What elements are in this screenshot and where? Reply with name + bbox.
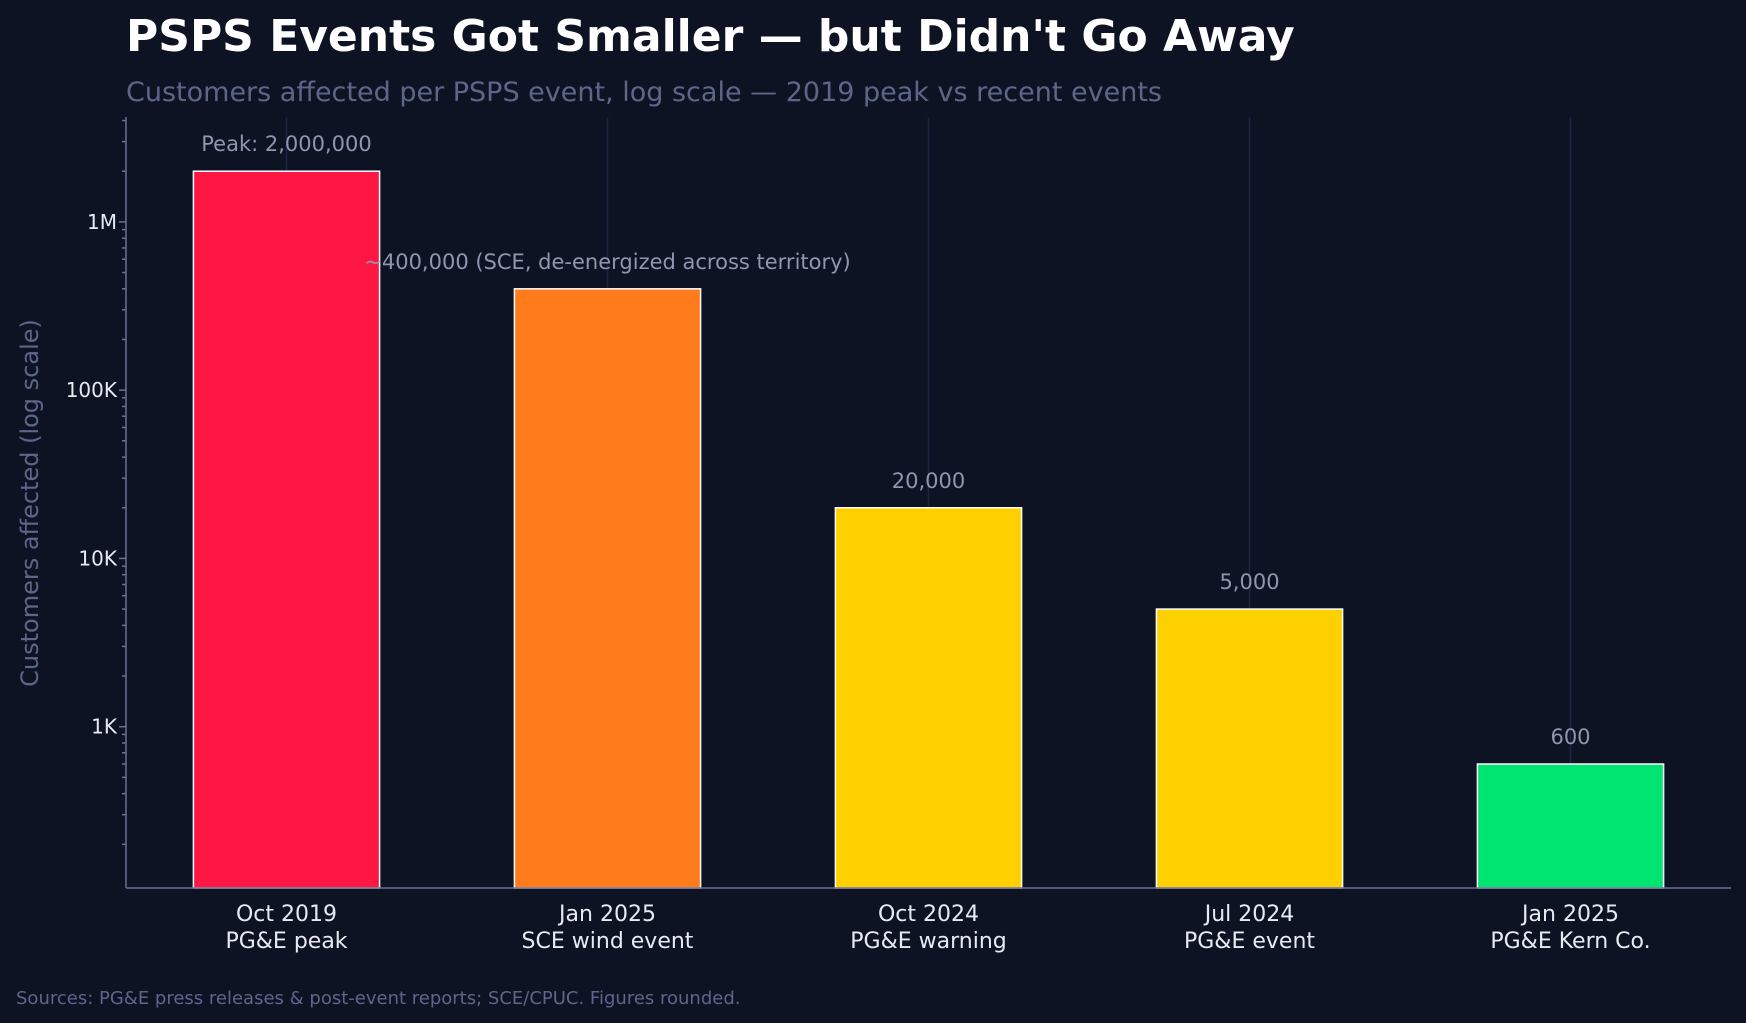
source-note: Sources: PG&E press releases & post-even… bbox=[16, 988, 740, 1009]
data-label: 20,000 bbox=[892, 469, 965, 493]
y-tick-label: 1K bbox=[91, 715, 118, 739]
bar bbox=[192, 170, 381, 889]
bar bbox=[513, 288, 702, 889]
x-tick-label: Jan 2025 bbox=[1520, 902, 1619, 927]
data-label: 600 bbox=[1550, 725, 1590, 749]
data-label: 5,000 bbox=[1219, 570, 1279, 594]
bars bbox=[192, 170, 1665, 889]
x-tick-label: SCE wind event bbox=[522, 929, 694, 954]
bar bbox=[1476, 763, 1665, 889]
data-labels: Peak: 2,000,000 ~400,000 (SCE, de-energiz… bbox=[201, 132, 1590, 749]
x-tick-label: Jan 2025 bbox=[557, 902, 656, 927]
x-tick-label: PG&E peak bbox=[225, 929, 347, 954]
y-tick-label: 100K bbox=[66, 378, 118, 402]
bar bbox=[834, 507, 1023, 889]
y-tick-label: 1M bbox=[87, 210, 117, 234]
x-tick-label: Oct 2024 bbox=[878, 902, 979, 927]
chart-title: PSPS Events Got Smaller — but Didn't Go … bbox=[126, 11, 1295, 62]
x-tick-label: PG&E warning bbox=[850, 929, 1006, 954]
x-tick-label: Jul 2024 bbox=[1203, 902, 1295, 927]
x-tick-label: Oct 2019 bbox=[236, 902, 337, 927]
data-label: Peak: 2,000,000 bbox=[201, 132, 372, 156]
chart-subtitle: Customers affected per PSPS event, log s… bbox=[126, 77, 1162, 108]
axes: 1K 10K 100K 1M bbox=[66, 117, 1731, 889]
x-tick-label: PG&E Kern Co. bbox=[1490, 929, 1650, 954]
data-label: ~400,000 (SCE, de-energized across terri… bbox=[364, 250, 851, 274]
x-tick-label: PG&E event bbox=[1184, 929, 1315, 954]
y-tick-label: 10K bbox=[78, 546, 117, 570]
y-axis-label: Customers affected (log scale) bbox=[16, 319, 44, 687]
bar bbox=[1155, 608, 1344, 889]
